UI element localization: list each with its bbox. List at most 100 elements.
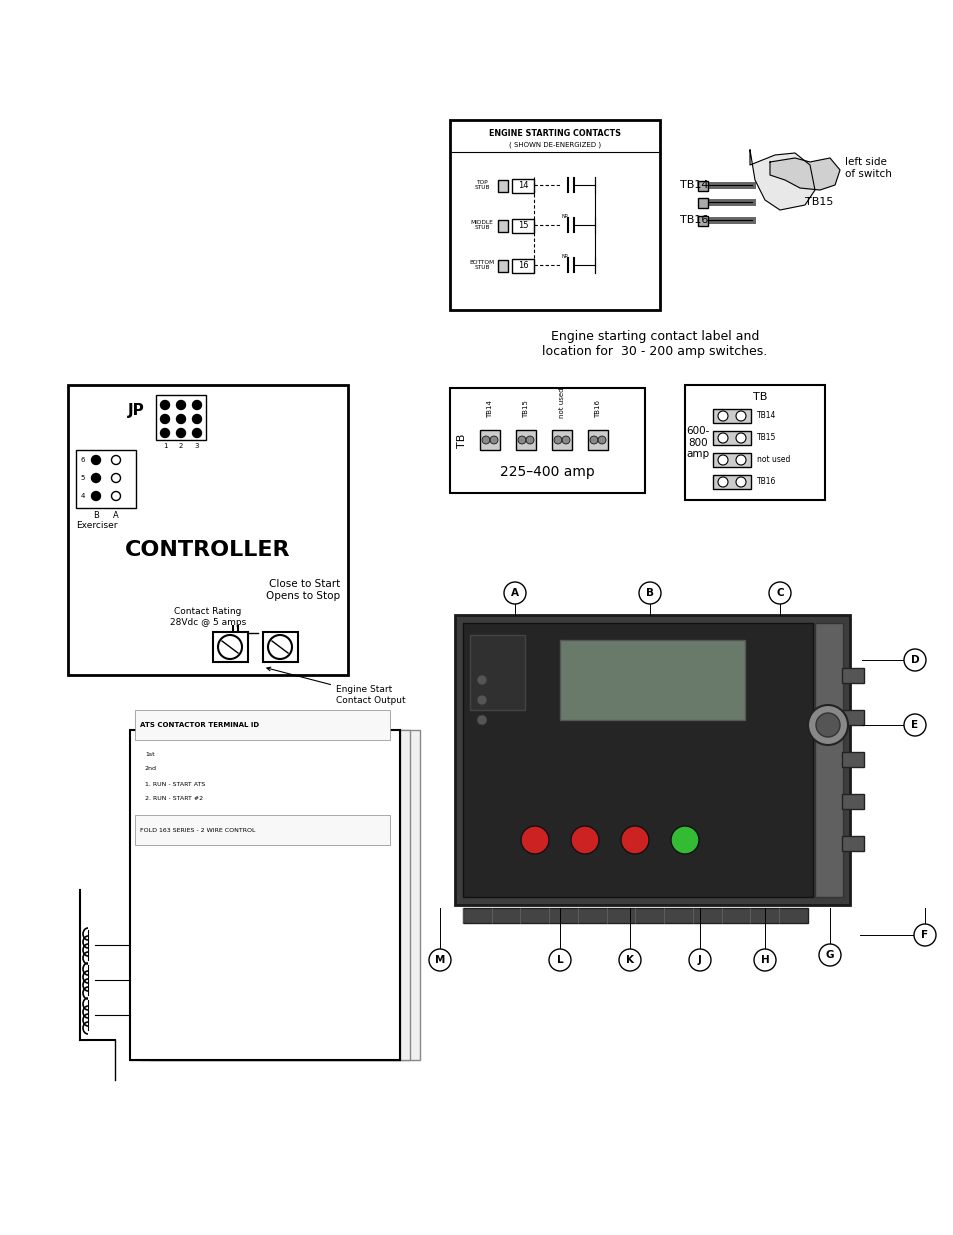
Circle shape [91,492,100,500]
Text: B: B [93,510,99,520]
Bar [470,635,524,710]
Text: TB15: TB15 [804,198,833,207]
Bar [497,180,507,191]
Text: TB16: TB16 [679,215,708,225]
Bar [841,710,863,725]
Text: not used: not used [558,388,564,417]
Circle shape [620,826,648,853]
Circle shape [735,433,745,443]
Text: 6: 6 [81,457,85,463]
Text: 225–400 amp: 225–400 amp [499,466,595,479]
Text: Engine starting contact label and
location for  30 - 200 amp switches.: Engine starting contact label and locati… [542,330,767,358]
Bar [479,430,499,450]
Circle shape [476,715,486,725]
Circle shape [193,429,201,437]
Circle shape [735,477,745,487]
Circle shape [768,582,790,604]
Bar [712,475,750,489]
Polygon shape [749,149,814,210]
Circle shape [618,948,640,971]
Circle shape [112,473,120,483]
Circle shape [91,456,100,464]
Text: 2nd: 2nd [145,766,157,771]
Circle shape [490,436,497,445]
Bar [156,395,206,440]
Text: 1: 1 [163,443,167,450]
Text: left side
of switch: left side of switch [844,157,891,179]
Text: K: K [625,955,634,965]
Text: H: H [760,955,768,965]
Bar [462,622,812,897]
Circle shape [639,582,660,604]
Text: A: A [113,510,119,520]
Circle shape [429,948,451,971]
Text: A: A [511,588,518,598]
Circle shape [554,436,561,445]
Circle shape [815,713,840,737]
Bar [130,730,399,1060]
Circle shape [268,635,292,659]
Bar [559,640,744,720]
Circle shape [218,635,242,659]
Text: not used: not used [757,456,789,464]
Bar [698,182,707,191]
Text: E: E [910,720,918,730]
Text: TB15: TB15 [522,400,529,417]
Text: ENGINE STARTING CONTACTS: ENGINE STARTING CONTACTS [489,130,620,138]
Text: Close to Start
Opens to Stop: Close to Start Opens to Stop [266,579,339,600]
Text: TOP
STUB: TOP STUB [474,179,489,190]
Circle shape [91,473,100,483]
Circle shape [476,695,486,705]
Text: 1. RUN - START ATS: 1. RUN - START ATS [145,783,205,788]
Circle shape [735,411,745,421]
Bar [841,752,863,767]
Bar [698,216,707,226]
Text: TB14: TB14 [757,411,776,420]
Text: TB: TB [752,391,766,403]
Bar [263,632,297,662]
Bar [135,815,390,845]
Circle shape [481,436,490,445]
Circle shape [818,944,841,966]
Circle shape [160,400,170,410]
Text: J: J [698,955,701,965]
Text: MIDDLE
STUB: MIDDLE STUB [470,220,493,231]
Circle shape [718,454,727,466]
Text: FOLD 163 SERIES - 2 WIRE CONTROL: FOLD 163 SERIES - 2 WIRE CONTROL [140,827,255,832]
Circle shape [735,454,745,466]
Text: CONTROLLER: CONTROLLER [125,540,291,559]
Bar [213,632,248,662]
Circle shape [193,415,201,424]
Polygon shape [769,158,840,190]
Text: TB14: TB14 [679,180,708,190]
Bar [814,622,842,897]
Text: L: L [557,955,562,965]
Circle shape [160,415,170,424]
Text: 2: 2 [178,443,183,450]
Bar [497,220,507,232]
Bar [712,453,750,467]
Circle shape [525,436,534,445]
Text: B: B [645,588,654,598]
Bar [552,430,572,450]
Circle shape [561,436,569,445]
Bar [841,836,863,851]
Bar [135,710,390,740]
Text: Engine Start
Contact Output: Engine Start Contact Output [267,667,405,705]
Bar [450,120,659,310]
Text: TB16: TB16 [595,400,600,417]
Text: 1st: 1st [145,752,154,757]
Text: M: M [435,955,445,965]
Bar [450,388,644,493]
Bar [150,730,419,1060]
Circle shape [718,411,727,421]
Text: TB: TB [456,433,467,448]
Bar [712,431,750,445]
Circle shape [718,477,727,487]
Bar [512,219,534,233]
Text: Contact Rating
28Vdc @ 5 amps: Contact Rating 28Vdc @ 5 amps [170,608,246,626]
Text: TB15: TB15 [757,433,776,442]
Circle shape [112,456,120,464]
Text: 5: 5 [81,475,85,480]
Circle shape [176,400,185,410]
